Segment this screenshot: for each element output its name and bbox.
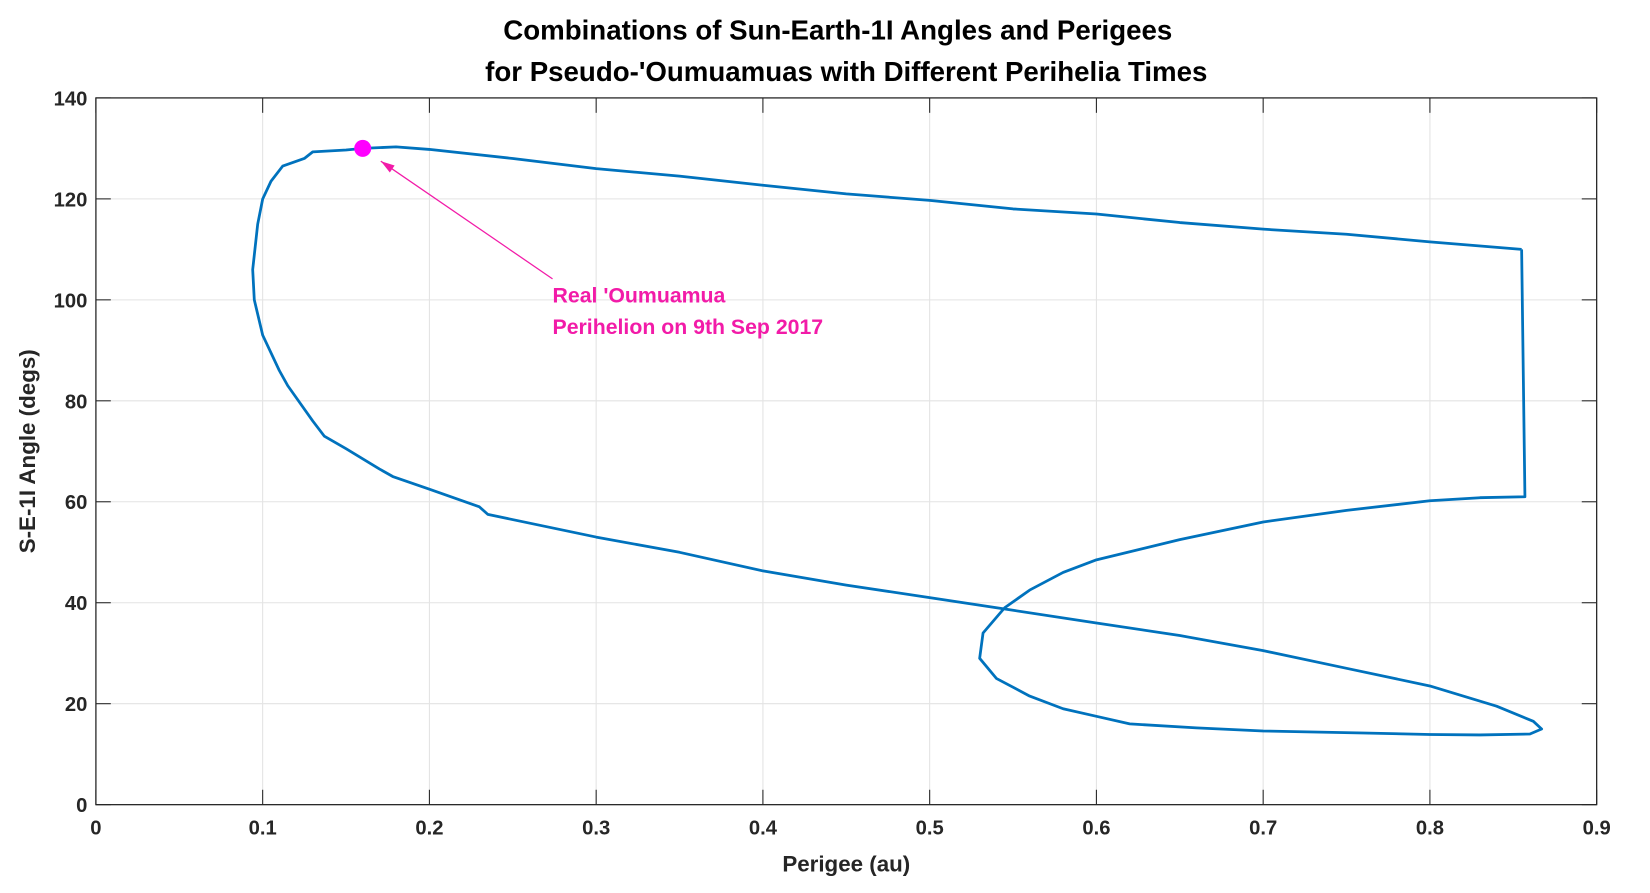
grid — [95, 97, 1598, 806]
y-tick-label: 120 — [54, 189, 88, 211]
y-tick-label: 60 — [65, 492, 88, 514]
x-tick-label: 0.7 — [1249, 817, 1277, 839]
x-tick-label: 0.1 — [249, 817, 277, 839]
annotation-arrowhead — [380, 161, 395, 173]
x-tick-label: 0.9 — [1583, 817, 1611, 839]
x-tick-label: 0.4 — [749, 817, 778, 839]
x-tick-label: 0.5 — [916, 817, 944, 839]
chart-title-line-1: Combinations of Sun-Earth-1I Angles and … — [503, 14, 1172, 45]
chart-title-line-2: for Pseudo-'Oumuamuas with Different Per… — [485, 56, 1207, 87]
x-tick-label: 0.6 — [1082, 817, 1110, 839]
y-tick-label: 40 — [65, 593, 88, 615]
annotation-line-1: Real 'Oumuamua — [553, 283, 726, 307]
y-tick-label: 100 — [54, 290, 88, 312]
x-tick-label: 0.2 — [415, 817, 443, 839]
ticks: 0 0.1 0.2 0.3 0.4 0.5 0.6 0.7 0.8 0.9 0 20 40 60 80 100… — [54, 88, 1611, 839]
x-axis-label: Perigee (au) — [782, 852, 910, 877]
highlight-marker — [354, 139, 372, 157]
y-tick-label: 80 — [65, 391, 88, 413]
x-tick-label: 0.3 — [582, 817, 610, 839]
y-tick-label: 0 — [76, 795, 87, 817]
y-tick-label: 140 — [54, 88, 88, 110]
x-tick-label: 0 — [90, 817, 101, 839]
x-tick-label: 0.8 — [1416, 817, 1444, 839]
plot-frame — [95, 97, 1598, 806]
series-line — [251, 145, 1544, 737]
y-tick-label: 20 — [65, 694, 88, 716]
annotation-arrow — [380, 160, 553, 280]
annotation-line-2: Perihelion on 9th Sep 2017 — [553, 315, 824, 339]
y-axis-label: S-E-1I Angle (degs) — [15, 349, 40, 553]
